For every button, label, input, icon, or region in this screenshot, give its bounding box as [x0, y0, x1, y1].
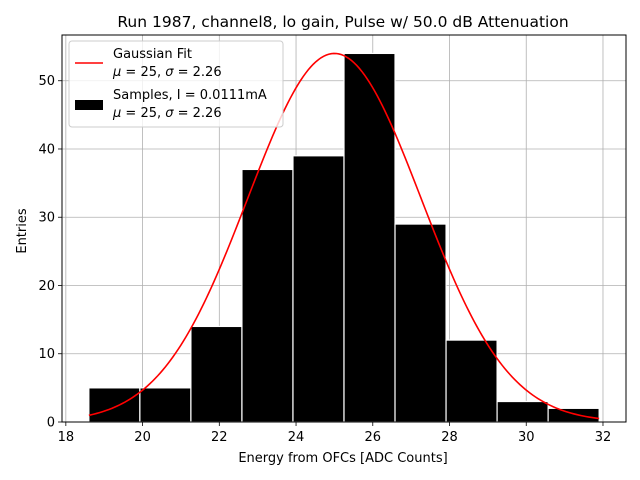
x-tick-label: 18: [58, 430, 75, 445]
x-axis-label: Energy from OFCs [ADC Counts]: [238, 451, 447, 466]
x-tick-label: 26: [365, 430, 382, 445]
gaussian-fit-line: [88, 52, 600, 420]
y-tick-label: 40: [38, 142, 55, 157]
histogram-bar: [547, 407, 600, 423]
plot-frame: [61, 34, 627, 423]
legend-fit-mu-value: = 25,: [121, 65, 165, 80]
axis-ticks: 18 20 22 24 26 28 30 32 0 10 20 30 40 50: [38, 74, 611, 445]
legend-hist-mu-value: = 25,: [121, 106, 165, 121]
chart-title: Run 1987, channel8, lo gain, Pulse w/ 50…: [117, 13, 568, 31]
histogram-bar: [292, 155, 345, 423]
legend-fit-mu: μ: [112, 65, 121, 80]
legend-fit-label: Gaussian Fit: [113, 47, 192, 62]
legend-fit-sigma-value: = 2.26: [174, 65, 222, 80]
gaussian-fit-layer: [88, 52, 600, 420]
x-tick-label: 20: [134, 430, 151, 445]
x-tick-label: 32: [595, 430, 612, 445]
legend-hist-sigma: σ: [165, 106, 174, 121]
histogram-bar: [343, 52, 396, 423]
x-tick-label: 28: [441, 430, 458, 445]
histogram-bar: [88, 387, 141, 423]
legend-box: [68, 40, 284, 128]
histogram-bar: [394, 223, 447, 423]
histogram-bar: [190, 325, 243, 423]
y-tick-label: 20: [38, 279, 55, 294]
legend-fit-stats: μ = 25, σ = 2.26: [112, 65, 222, 80]
legend-hist-mu: μ: [112, 106, 121, 121]
x-tick-label: 24: [288, 430, 305, 445]
y-tick-label: 50: [38, 74, 55, 89]
legend-hist-stats: μ = 25, σ = 2.26: [112, 106, 222, 121]
histogram-bar: [139, 387, 192, 423]
x-tick-label: 22: [211, 430, 228, 445]
legend-hist-sigma-value: = 2.26: [174, 106, 222, 121]
y-tick-label: 10: [38, 347, 55, 362]
legend-hist-swatch: [75, 100, 103, 110]
legend-fit-sigma: σ: [165, 65, 174, 80]
y-tick-label: 0: [47, 416, 55, 431]
y-tick-label: 30: [38, 211, 55, 226]
x-tick-label: 30: [518, 430, 535, 445]
histogram-bar: [241, 168, 294, 423]
histogram-bar: [496, 400, 549, 423]
legend-hist-label: Samples, I = 0.0111mA: [113, 88, 267, 103]
y-axis-label: Entries: [15, 208, 30, 254]
legend: Gaussian Fit μ = 25, σ = 2.26 Samples, I…: [68, 40, 284, 128]
histogram-bar: [445, 339, 498, 423]
